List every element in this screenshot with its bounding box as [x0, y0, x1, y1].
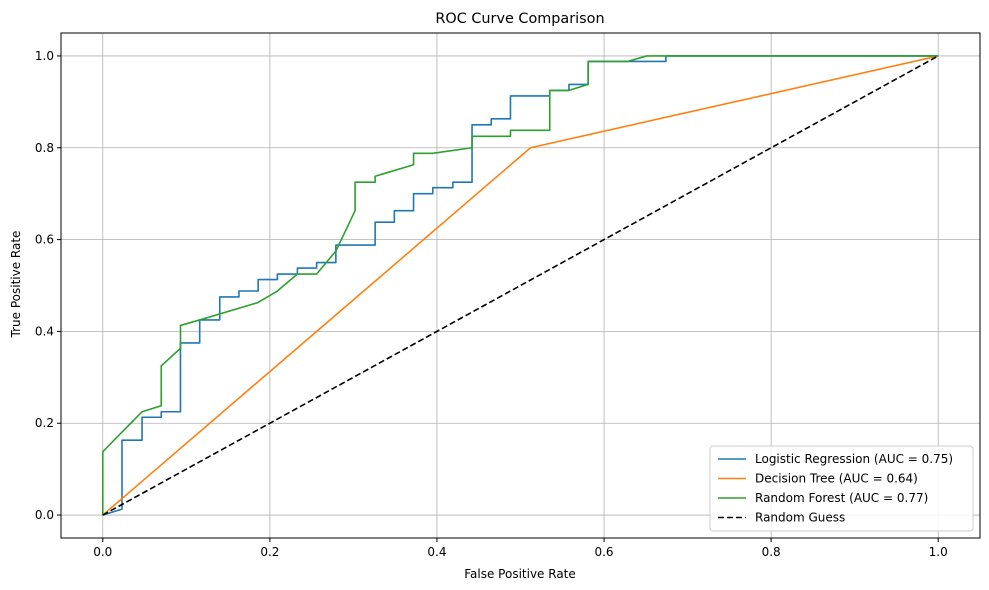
y-tick-label: 0.4	[35, 324, 54, 338]
y-tick-label: 1.0	[35, 49, 54, 63]
y-tick-label: 0.0	[35, 508, 54, 522]
x-tick-label: 0.0	[93, 545, 112, 559]
x-tick-label: 0.4	[427, 545, 446, 559]
legend-label-0: Logistic Regression (AUC = 0.75)	[755, 452, 953, 466]
plot-frame	[60, 32, 981, 539]
grid	[61, 33, 980, 538]
series-line-2	[101, 55, 939, 516]
legend: Logistic Regression (AUC = 0.75) Decision…	[709, 445, 974, 532]
legend-label-3: Random Guess	[755, 511, 845, 525]
series-line-1	[102, 55, 939, 516]
y-tick-label: 0.8	[35, 141, 54, 155]
x-tick-label: 0.2	[260, 545, 279, 559]
y-axis-label: True Positive Rate	[9, 231, 23, 339]
y-tick-label: 0.6	[35, 233, 54, 247]
series-lines	[101, 55, 939, 516]
ticks: 0.0 0.2 0.4 0.6 0.8 1.0 0.0 0.2 0.4 0.6 0.8 1.0	[35, 49, 948, 559]
x-tick-label: 1.0	[929, 545, 948, 559]
series-line-0	[102, 55, 939, 516]
x-tick-label: 0.6	[594, 545, 613, 559]
x-tick-label: 0.8	[762, 545, 781, 559]
chart-title: ROC Curve Comparison	[435, 11, 604, 27]
series-line-3	[102, 55, 939, 516]
legend-label-2: Random Forest (AUC = 0.77)	[755, 491, 928, 505]
y-tick-label: 0.2	[35, 416, 54, 430]
legend-label-1: Decision Tree (AUC = 0.64)	[755, 472, 918, 486]
x-axis-label: False Positive Rate	[464, 567, 576, 581]
legend-box	[709, 445, 974, 532]
